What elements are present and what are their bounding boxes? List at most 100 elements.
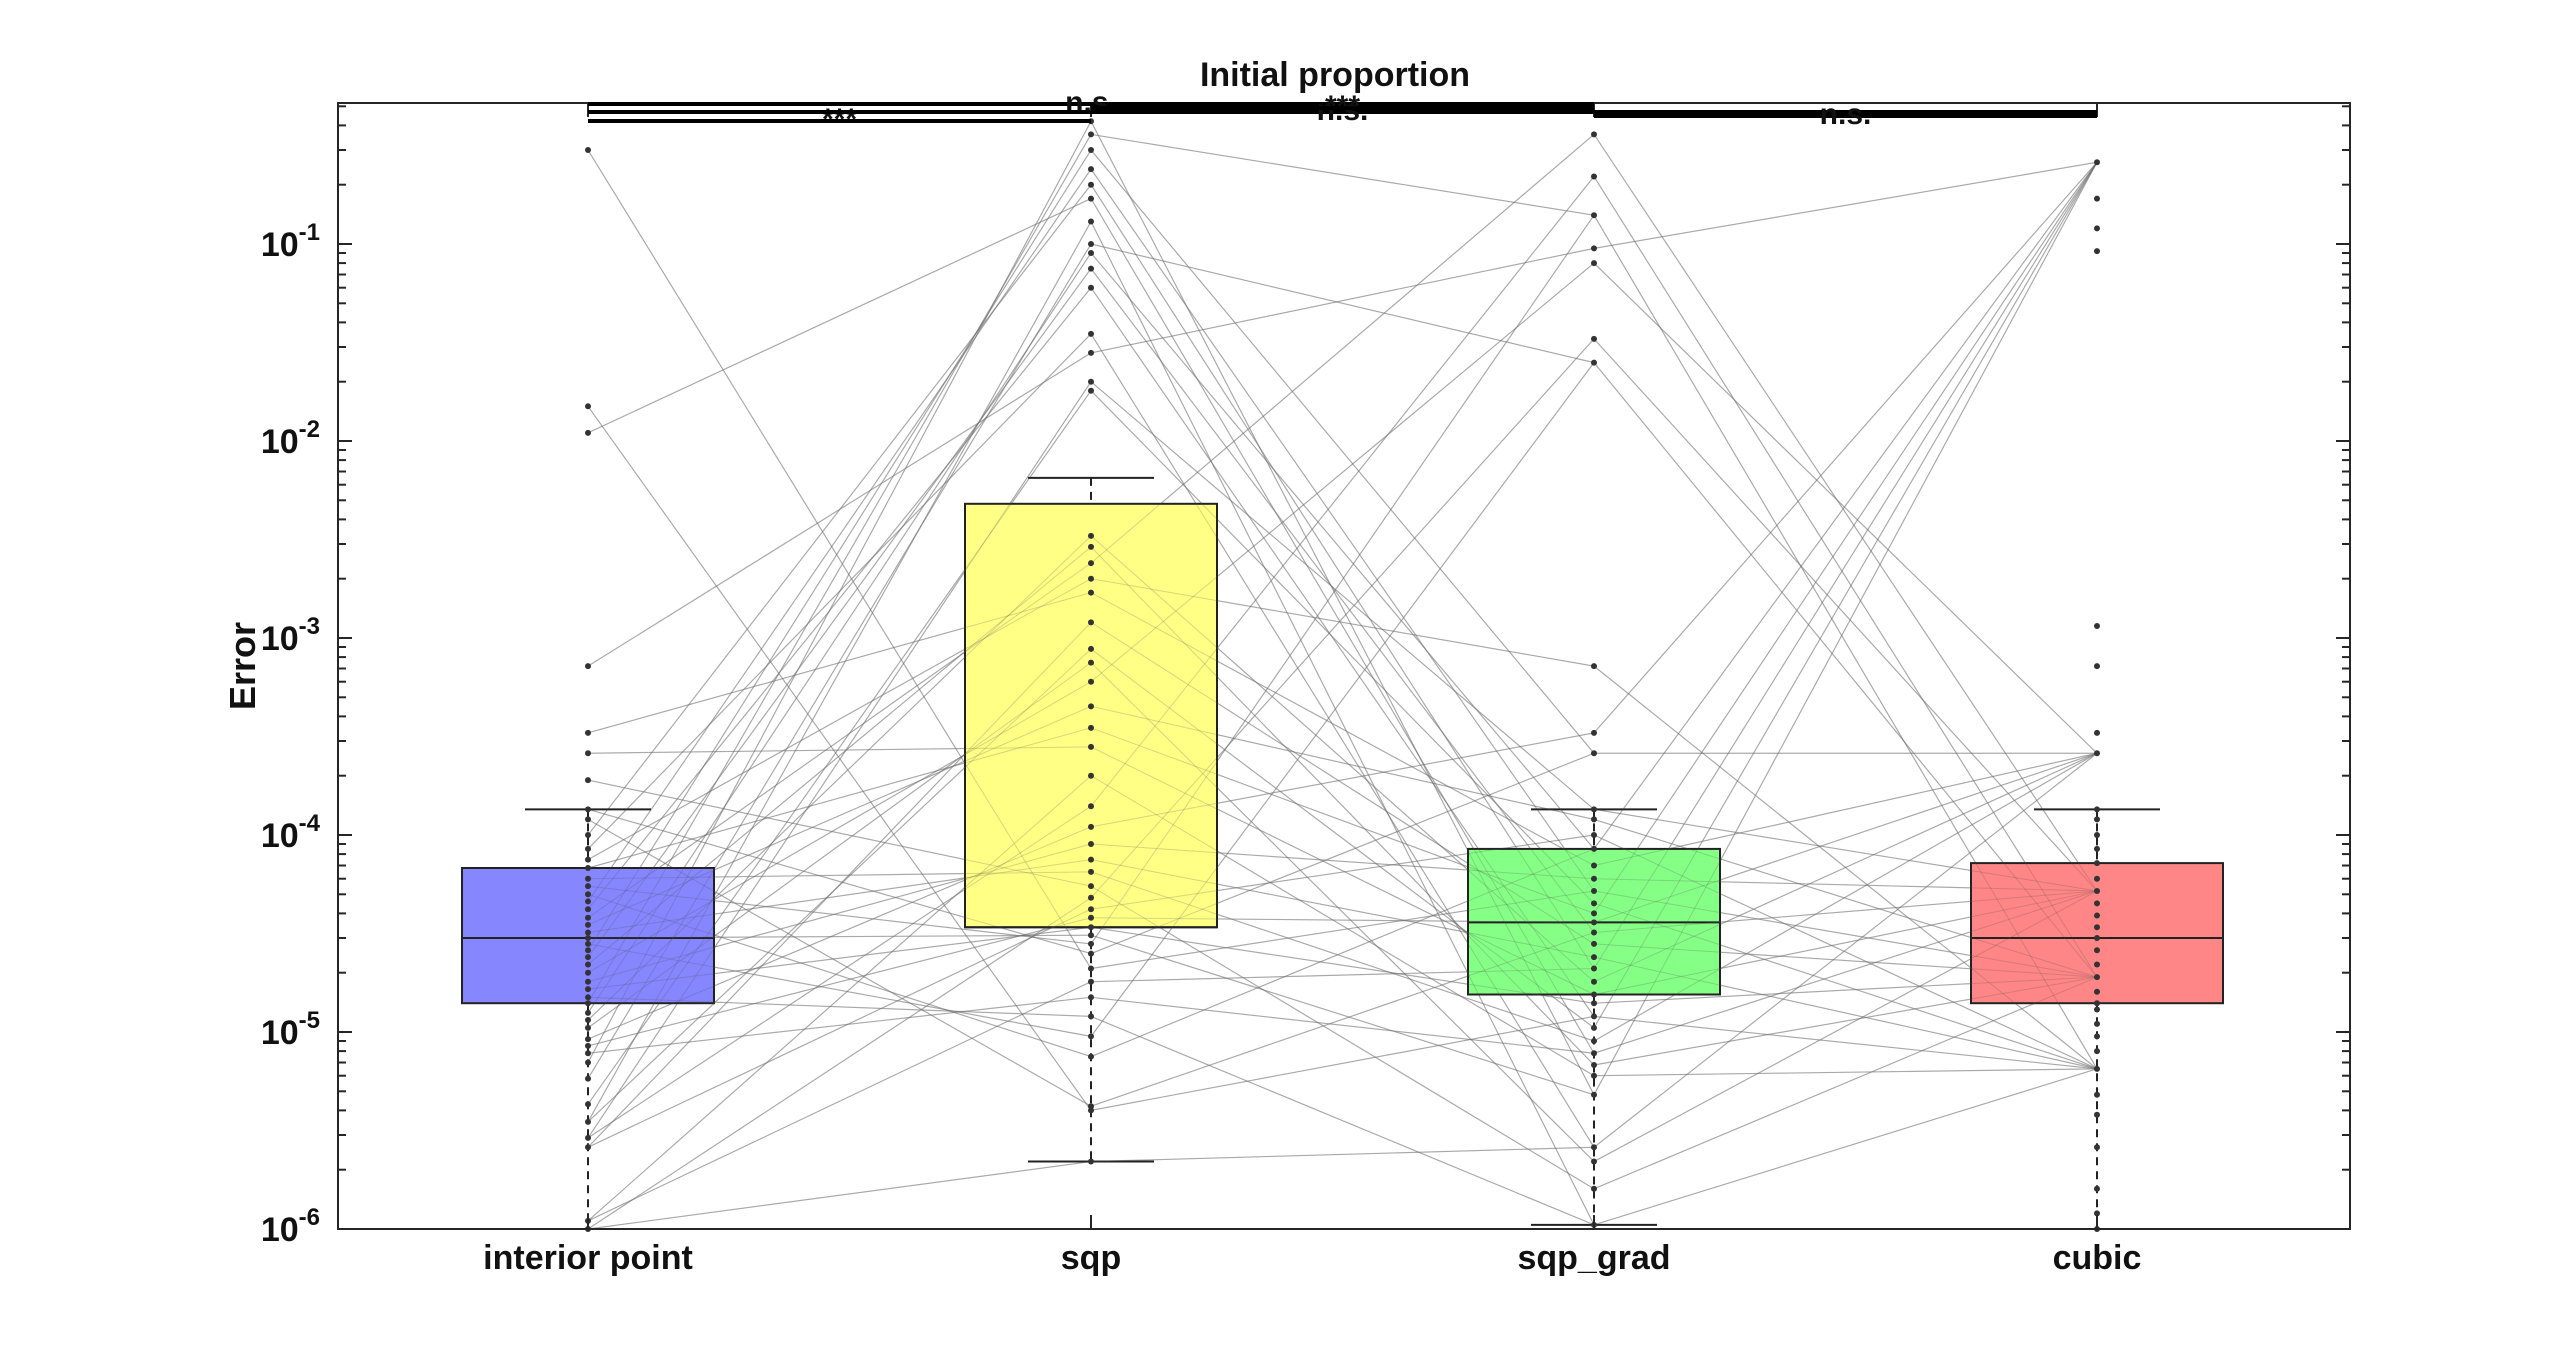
connection-line [587,149,1092,951]
connection-line [1593,976,2098,1190]
data-point [2094,935,2100,942]
connection-line [1090,1015,1595,1226]
connection-line [1090,578,1595,667]
connection-line [1090,333,1595,1148]
data-point [1088,724,1094,731]
connection-line [587,381,1092,1139]
connection-line [587,826,1092,1040]
data-point [1591,1061,1597,1068]
connection-line [587,546,1092,965]
data-point [1088,1103,1094,1110]
connection-line [587,252,1092,1014]
connection-line [587,333,1092,850]
data-point [2094,1185,2100,1192]
data-point [585,940,591,947]
data-point [1088,560,1094,567]
data-point [585,750,591,757]
data-point [585,403,591,410]
connection-line [1593,161,2098,249]
connection-line [1090,247,1595,354]
connection-line [1593,902,2098,1070]
data-point [2094,832,2100,838]
data-point [1591,991,1597,998]
connection-line [1090,198,1595,1054]
connection-line [1593,161,2098,734]
data-point [1088,387,1094,394]
data-point [2094,900,2100,907]
data-point [1088,823,1094,830]
connection-line [1090,727,1595,914]
data-point [1591,965,1597,972]
data-point [1088,803,1094,810]
data-point [1088,932,1094,939]
connection-line [1593,161,2098,249]
data-point [2094,845,2100,852]
data-point [1591,919,1597,926]
connection-line [1090,996,1595,1054]
connection-line [1090,243,1595,364]
data-point [585,883,591,890]
data-point [1591,954,1597,961]
connection-line [1593,1068,2098,1226]
connection-line [587,818,1092,1107]
data-point [585,663,591,670]
connection-line [587,535,1092,1021]
data-point [585,729,591,736]
data-point [1088,1107,1094,1114]
data-point [2094,974,2100,981]
data-point [1088,978,1094,985]
connection-line [1090,134,1595,564]
connection-line [587,352,1092,667]
connection-line [1593,976,2098,1004]
connection-line [1090,871,1595,1042]
data-point [1088,241,1094,247]
data-point [1591,1144,1597,1151]
data-point [1591,260,1597,267]
data-point [1591,862,1597,869]
connection-line [1090,221,1595,1226]
connection-line [1593,976,2098,1066]
connection-line [1593,134,2098,892]
connection-line [1090,262,1595,683]
data-point [2094,623,2100,630]
data-point [585,816,591,823]
connection-line [587,168,1092,902]
connection-line [1090,252,1595,850]
data-point [2094,1111,2100,1118]
connection-line [587,134,1092,1004]
data-point [1088,659,1094,666]
connection-line [587,775,1092,1222]
data-point [585,1036,591,1043]
connection-line [1593,890,2098,1054]
connection-line [587,908,1092,1148]
connection-line [1593,1015,2098,1070]
connection-line [587,681,1092,974]
data-point [1591,832,1597,838]
data-point [2094,961,2100,968]
connection-line [587,805,1092,1139]
connection-line [1593,752,2098,1148]
data-point [2094,663,2100,670]
connection-line [587,843,1092,983]
connection-line [587,808,1092,955]
data-point [1088,166,1094,173]
x-tick-label: sqp [1061,1239,1121,1277]
connection-line [587,996,1092,1054]
data-point [1088,906,1094,913]
connection-line [1593,161,2098,914]
data-point [1591,173,1597,180]
connection-line [1090,934,1595,1096]
box-body [1970,862,2224,1005]
data-point [585,954,591,961]
connection-line [1593,161,2098,1029]
connection-line [1593,956,2098,1070]
connection-line [587,268,1092,958]
data-point [1088,678,1094,685]
connection-line [587,333,1092,850]
connection-line [1090,390,1595,904]
data-point [585,147,591,154]
connection-line [587,917,1092,1047]
data-point [585,1144,591,1151]
connection-line [1593,338,2098,892]
connection-line [1090,732,1595,828]
